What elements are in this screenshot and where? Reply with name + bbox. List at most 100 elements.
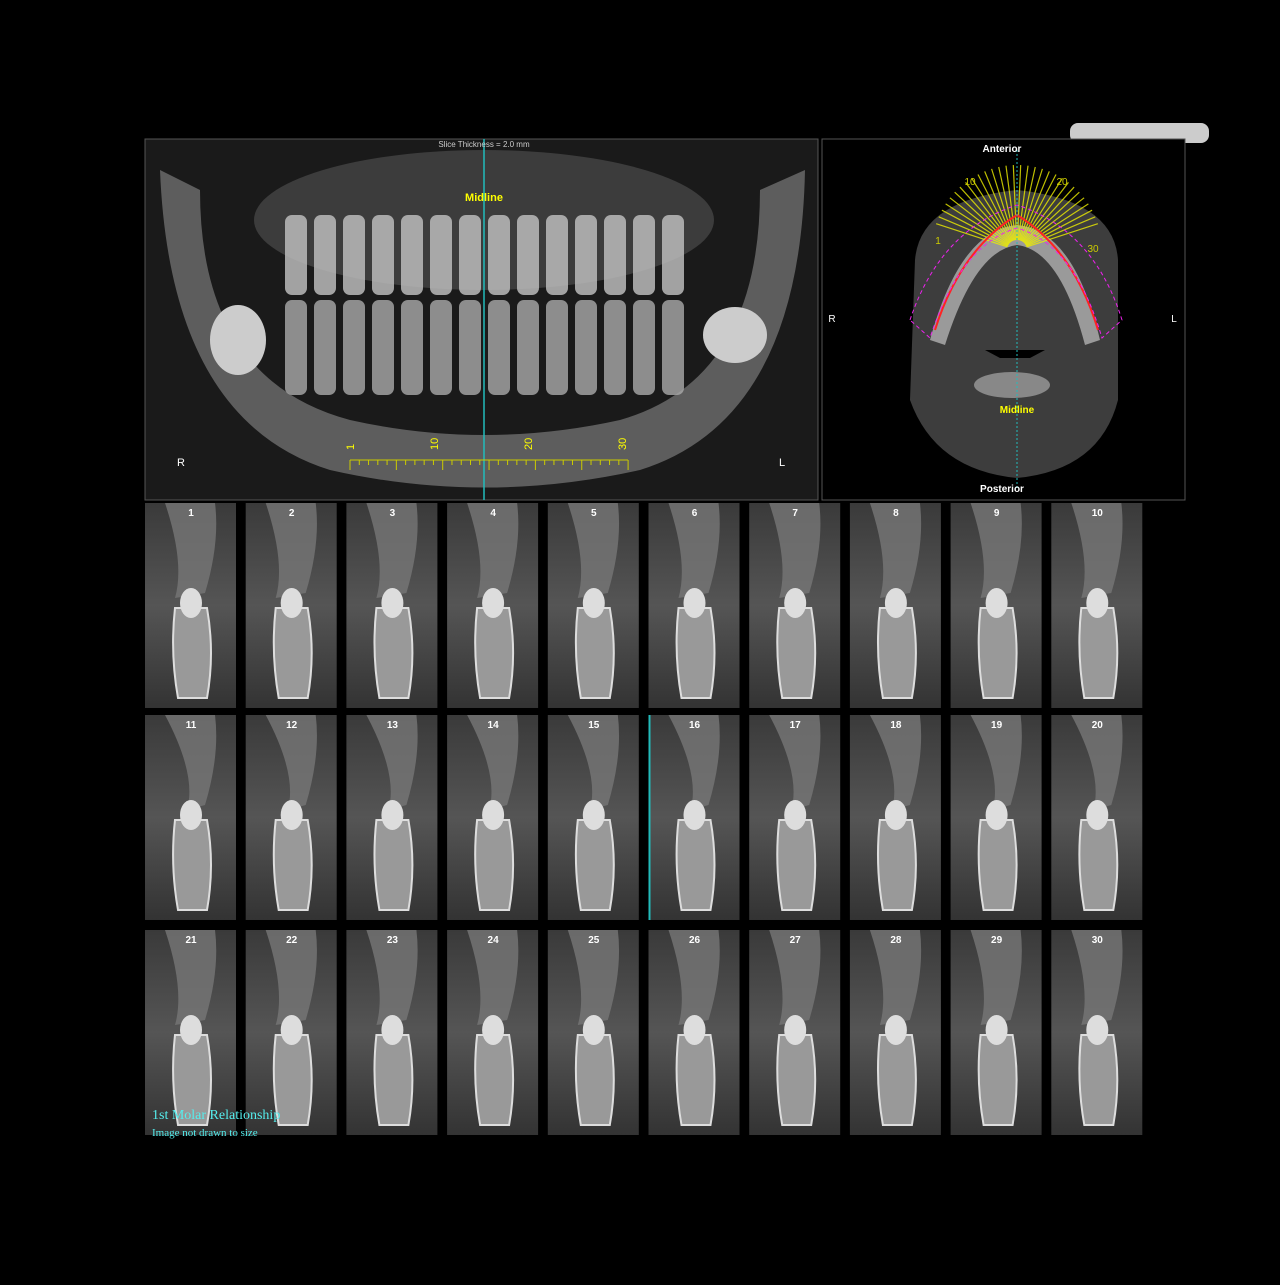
upper-bone xyxy=(1071,930,1123,1025)
tooth xyxy=(582,1015,605,1045)
slice-number: 10 xyxy=(1092,508,1104,519)
upper-bone xyxy=(769,503,821,598)
slice-thickness: Slice Thickness = 2.0 mm xyxy=(438,140,530,149)
tooth xyxy=(784,1015,807,1045)
slice-number: 28 xyxy=(890,935,902,946)
tooth xyxy=(683,1015,706,1045)
slice-panel: 28 xyxy=(849,930,941,1135)
slice-panel: 15 xyxy=(547,715,639,920)
lower-bone xyxy=(977,819,1018,911)
slice-panel: 19 xyxy=(950,715,1042,920)
upper-bone xyxy=(869,503,922,598)
slice-panel: 4 xyxy=(447,503,539,708)
wisdom-tooth xyxy=(210,305,266,375)
tooth xyxy=(482,1015,505,1045)
tooth xyxy=(280,800,303,830)
side-label: L xyxy=(779,457,785,469)
slice-number: 2 xyxy=(289,508,295,519)
slice-number: 8 xyxy=(893,508,899,519)
lower-tooth xyxy=(372,300,394,395)
fan-line xyxy=(935,223,1008,248)
upper-tooth xyxy=(314,215,336,295)
lower-bone xyxy=(977,1034,1018,1126)
fan-line xyxy=(1022,181,1069,243)
tooth xyxy=(180,800,202,830)
lower-bone xyxy=(272,819,313,911)
fan-line xyxy=(984,171,1014,241)
upper-bone xyxy=(769,930,821,1025)
lower-tooth xyxy=(546,300,568,395)
slice-panel: 3 xyxy=(346,503,438,708)
lower-tooth xyxy=(430,300,452,395)
slice-panel: 1 xyxy=(145,503,236,708)
slice-panel: 30 xyxy=(1051,930,1143,1135)
ruler-label: 20 xyxy=(523,438,535,450)
fan-line xyxy=(945,203,1009,246)
slice-panel: 8 xyxy=(849,503,941,708)
upper-tooth xyxy=(372,215,394,295)
lower-bone xyxy=(474,819,515,911)
tooth xyxy=(1086,588,1109,618)
ruler-ticks: 1 10 20 30 xyxy=(345,438,629,470)
upper-tooth xyxy=(575,215,597,295)
fan-line xyxy=(949,197,1010,245)
tooth xyxy=(784,800,807,830)
lower-tooth xyxy=(575,300,597,395)
upper-bone xyxy=(769,715,821,810)
slice-number: 13 xyxy=(387,720,399,731)
slice-number: 19 xyxy=(991,720,1003,731)
fan-line xyxy=(1025,216,1096,247)
slice-number: 7 xyxy=(792,508,798,519)
fan-line xyxy=(1019,168,1043,241)
tooth xyxy=(985,800,1008,830)
tooth xyxy=(381,800,404,830)
slice-panel: 6 xyxy=(648,503,740,708)
side-label: R xyxy=(828,314,835,325)
slice-panel: 14 xyxy=(447,715,539,920)
fan-line xyxy=(991,168,1015,241)
slice-number: 16 xyxy=(689,720,701,731)
slice-panel: 26 xyxy=(648,930,740,1135)
upper-tooth xyxy=(459,215,481,295)
fan-line xyxy=(1021,174,1057,242)
fan-line xyxy=(977,174,1013,242)
upper-tooth xyxy=(662,215,684,295)
tooth xyxy=(180,588,202,618)
slice-number: 26 xyxy=(689,935,701,946)
upper-bone xyxy=(265,503,317,598)
upper-tooth xyxy=(285,215,307,295)
tooth xyxy=(582,800,605,830)
lower-bone xyxy=(977,607,1018,699)
slice-number: 5 xyxy=(591,508,597,519)
lower-bone xyxy=(272,1034,313,1126)
roi xyxy=(909,204,1123,339)
upper-bone xyxy=(366,930,418,1025)
lower-bone xyxy=(876,1034,917,1126)
upper-bone xyxy=(869,715,922,810)
upper-bone xyxy=(869,930,922,1025)
tooth xyxy=(683,800,706,830)
slice-panel: 21 xyxy=(145,930,236,1135)
upper-bone xyxy=(567,715,620,810)
slice-panel: 11 xyxy=(145,715,236,920)
fan-line xyxy=(1018,166,1036,241)
upper-bone xyxy=(970,930,1022,1025)
lower-bone xyxy=(373,1034,414,1126)
wisdom-tooth xyxy=(703,307,767,363)
upper-bone xyxy=(1071,715,1123,810)
slice-panel: 7 xyxy=(749,503,841,708)
fan-line xyxy=(1017,165,1029,241)
tooth xyxy=(582,588,605,618)
upper-bone xyxy=(165,715,217,810)
fan-line xyxy=(971,177,1013,242)
slice-panel: 9 xyxy=(950,503,1042,708)
fan-line xyxy=(1026,223,1099,248)
fan-line xyxy=(1023,186,1075,243)
slice-panel: 29 xyxy=(950,930,1042,1135)
footnote-note: Image not drawn to size xyxy=(152,1127,258,1139)
lower-bone xyxy=(373,819,414,911)
upper-bone xyxy=(265,715,317,810)
fan-line xyxy=(1016,165,1022,241)
axial-panel: Anterior Posterior R L Midline 1 10 20 3… xyxy=(821,138,1186,501)
